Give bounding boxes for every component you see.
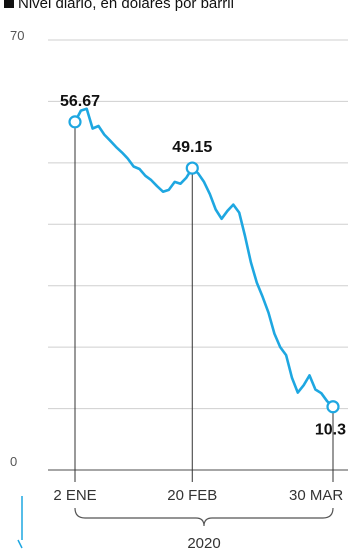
x-category-label: 20 FEB <box>167 487 217 504</box>
price-series-line <box>73 107 335 408</box>
year-label: 2020 <box>187 535 220 552</box>
x-category-label: 30 MAR <box>289 487 343 504</box>
value-label: 10.3 <box>315 422 346 439</box>
y-tick-label: 0 <box>10 454 17 469</box>
left-edge-marker <box>17 496 23 549</box>
chart-subtitle: Nivel diario, en dólares por barril <box>18 0 234 12</box>
y-tick-label: 70 <box>10 28 24 43</box>
x-category-label: 2 ENE <box>53 487 96 504</box>
legend-square-icon <box>4 0 14 8</box>
data-point-marker <box>326 400 340 414</box>
value-label: 56.67 <box>60 93 100 110</box>
year-bracket <box>74 507 334 527</box>
value-label: 49.15 <box>172 139 212 156</box>
data-point-marker <box>68 115 82 129</box>
data-point-marker <box>185 161 199 175</box>
